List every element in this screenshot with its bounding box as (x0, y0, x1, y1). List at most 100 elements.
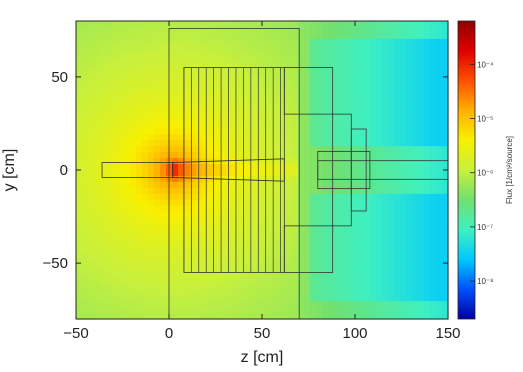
heatmap-cell (244, 307, 251, 314)
heatmap-cell (334, 44, 341, 52)
heatmap-cell (304, 283, 311, 290)
heatmap-cell (220, 92, 227, 100)
heatmap-cell (250, 193, 257, 201)
heatmap-cell (142, 170, 149, 177)
heatmap-cell (274, 175, 281, 183)
heatmap-cell (352, 307, 359, 314)
heatmap-cell (292, 271, 299, 278)
heatmap-cell (172, 134, 179, 141)
heatmap-cell (100, 187, 107, 195)
heatmap-cell (76, 74, 83, 82)
heatmap-cell (244, 116, 251, 123)
heatmap-cell (388, 158, 395, 165)
heatmap-cell (304, 229, 311, 237)
heatmap-cell (94, 289, 101, 296)
heatmap-cell (430, 211, 437, 219)
heatmap-cell (256, 152, 263, 159)
heatmap-cell (328, 307, 335, 314)
heatmap-cell (286, 44, 293, 52)
heatmap-cell (196, 307, 203, 314)
heatmap-cell (310, 241, 317, 249)
heatmap-cell (286, 289, 293, 296)
heatmap-cell (94, 253, 101, 260)
heatmap-cell (178, 217, 185, 225)
heatmap-cell (400, 140, 407, 147)
heatmap-cell (100, 295, 107, 302)
heatmap-cell (310, 32, 317, 40)
heatmap-cell (244, 158, 251, 165)
heatmap-cell (76, 271, 83, 278)
heatmap-cell (136, 56, 143, 64)
heatmap-cell (406, 187, 413, 195)
heatmap-cell (286, 247, 293, 255)
heatmap-cell (430, 128, 437, 135)
heatmap-cell (268, 38, 275, 46)
heatmap-cell (310, 38, 317, 46)
heatmap-cell (382, 295, 389, 302)
heatmap-cell (94, 259, 101, 266)
heatmap-cell (100, 223, 107, 231)
heatmap-cell (196, 164, 203, 171)
heatmap-cell (94, 62, 101, 70)
heatmap-cell (190, 140, 197, 147)
heatmap-cell (358, 21, 365, 28)
heatmap-cell (220, 301, 227, 308)
heatmap-cell (274, 259, 281, 266)
heatmap-cell (202, 259, 209, 266)
heatmap-cell (436, 68, 443, 76)
heatmap-cell (208, 295, 215, 302)
heatmap-cell (148, 74, 155, 82)
heatmap-cell (154, 295, 161, 302)
heatmap-cell (358, 152, 365, 159)
heatmap-cell (82, 223, 89, 231)
heatmap-cell (148, 128, 155, 135)
heatmap-cell (190, 164, 197, 171)
heatmap-cell (160, 313, 167, 320)
heatmap-cell (400, 152, 407, 159)
heatmap-cell (244, 235, 251, 243)
heatmap-cell (112, 283, 119, 290)
heatmap-cell (430, 241, 437, 249)
heatmap-cell (130, 50, 137, 58)
heatmap-cell (208, 21, 215, 28)
heatmap-cell (430, 74, 437, 82)
heatmap-cell (202, 56, 209, 64)
heatmap-cell (196, 80, 203, 88)
heatmap-cell (280, 38, 287, 46)
heatmap-cell (376, 211, 383, 219)
heatmap-cell (88, 241, 95, 249)
heatmap-cell (328, 223, 335, 231)
heatmap-cell (142, 68, 149, 76)
heatmap-cell (94, 277, 101, 284)
heatmap-cell (208, 80, 215, 88)
heatmap-cell (292, 68, 299, 76)
heatmap-cell (376, 193, 383, 201)
heatmap-cell (196, 68, 203, 76)
heatmap-cell (358, 170, 365, 177)
heatmap-cell (418, 122, 425, 129)
heatmap-cell (94, 295, 101, 302)
heatmap-cell (130, 313, 137, 320)
heatmap-cell (184, 56, 191, 64)
heatmap-cell (298, 307, 305, 314)
heatmap-cell (100, 44, 107, 52)
heatmap-cell (220, 128, 227, 135)
heatmap-cell (286, 241, 293, 249)
heatmap-cell (268, 289, 275, 296)
heatmap-cell (232, 187, 239, 195)
heatmap-cell (412, 80, 419, 88)
heatmap-cell (382, 307, 389, 314)
heatmap-cell (388, 235, 395, 243)
heatmap-cell (442, 271, 449, 278)
heatmap-cell (346, 62, 353, 70)
heatmap-cell (220, 295, 227, 302)
heatmap-cell (226, 158, 233, 165)
heatmap-cell (298, 140, 305, 147)
heatmap-cell (304, 265, 311, 272)
heatmap-cell (286, 170, 293, 177)
heatmap-cell (304, 80, 311, 88)
heatmap-cell (370, 68, 377, 76)
heatmap-cell (364, 38, 371, 46)
heatmap-cell (310, 307, 317, 314)
heatmap-cell (370, 271, 377, 278)
